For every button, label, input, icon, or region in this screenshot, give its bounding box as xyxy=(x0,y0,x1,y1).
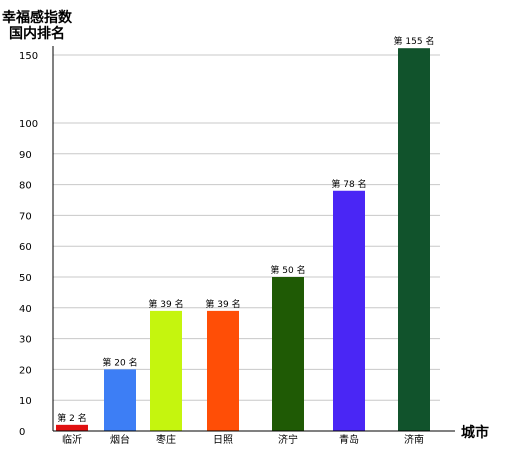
bar-0 xyxy=(56,424,88,431)
data-label: 第 50 名 xyxy=(270,264,305,276)
y-tick-label: 20 xyxy=(19,365,32,376)
y-tick-label: 0 xyxy=(19,427,25,438)
y-tick-label: 50 xyxy=(19,273,32,284)
bar-4 xyxy=(272,277,304,431)
bar-2 xyxy=(150,310,182,431)
y-axis-title-line-1: 幸福感指数 xyxy=(2,9,73,26)
y-axis-title-line-2: 国内排名 xyxy=(9,25,65,42)
category-label: 临沂 xyxy=(62,433,82,446)
category-label: 日照 xyxy=(213,434,233,446)
y-tick-label: 30 xyxy=(19,335,32,346)
category-label: 烟台 xyxy=(110,433,130,446)
y-tick-label: 40 xyxy=(19,304,32,315)
y-tick-label: 80 xyxy=(19,181,32,192)
bar-5 xyxy=(333,190,365,431)
bar-1 xyxy=(104,369,136,431)
y-tick-label: 60 xyxy=(19,242,32,253)
y-tick-label: 100 xyxy=(19,119,38,130)
data-label: 第 39 名 xyxy=(205,298,240,310)
category-label: 济宁 xyxy=(278,433,298,446)
bars xyxy=(56,48,430,431)
category-label: 青岛 xyxy=(339,433,359,446)
category-label: 济南 xyxy=(404,433,424,446)
data-label: 第 39 名 xyxy=(148,298,183,310)
category-label: 枣庄 xyxy=(156,433,176,446)
y-tick-label: 150 xyxy=(19,51,38,62)
gridlines xyxy=(53,54,440,401)
data-label: 第 2 名 xyxy=(57,412,86,424)
y-tick-label: 90 xyxy=(19,150,32,161)
y-tick-label: 10 xyxy=(19,396,32,407)
data-label: 第 78 名 xyxy=(331,178,366,190)
bar-3 xyxy=(207,310,239,431)
data-label: 第 20 名 xyxy=(102,356,137,368)
y-tick-label: 70 xyxy=(19,211,32,222)
category-labels: 临沂 烟台 枣庄 日照 济宁 青岛 济南 xyxy=(62,433,424,446)
data-labels: 第 2 名 第 20 名 第 39 名 第 39 名 第 50 名 第 78 名 第 155… xyxy=(57,35,434,424)
y-tick-labels: 0 10 20 30 40 50 60 70 80 90 100 150 xyxy=(19,51,38,438)
data-label: 第 155 名 xyxy=(394,35,435,47)
x-axis-title: 城市 xyxy=(461,424,489,441)
bar-6 xyxy=(398,48,430,431)
